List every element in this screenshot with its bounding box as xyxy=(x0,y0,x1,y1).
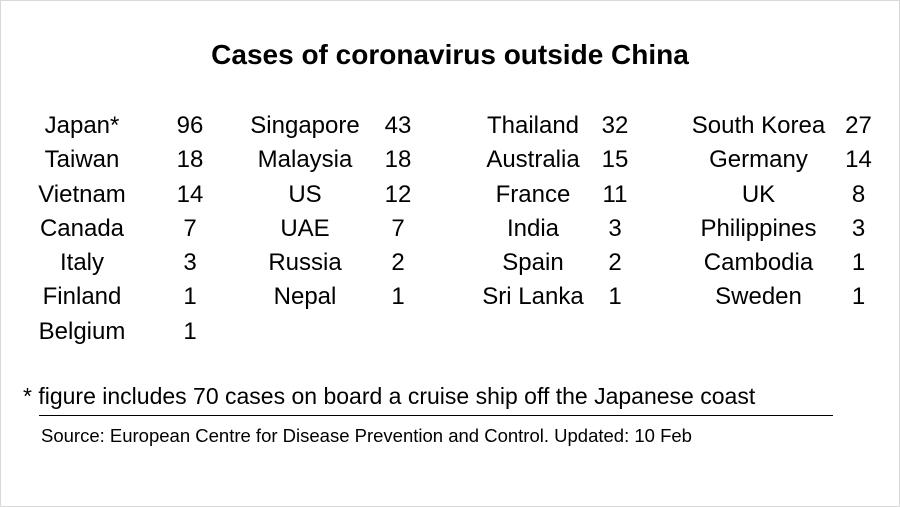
country-name: Philippines xyxy=(700,214,817,242)
country-name: South Korea xyxy=(691,112,826,139)
country-name: Malaysia xyxy=(257,146,353,174)
country-name: France xyxy=(495,180,571,208)
country-name: UK xyxy=(741,180,776,208)
case-count: 96 xyxy=(176,112,204,139)
case-count: 1 xyxy=(183,283,197,311)
country-name: Singapore xyxy=(250,112,360,139)
case-count: 3 xyxy=(851,214,866,242)
country-name: Canada xyxy=(39,214,125,242)
divider-line xyxy=(39,415,833,416)
chart-title: Cases of coronavirus outside China xyxy=(211,39,689,70)
case-count: 18 xyxy=(384,146,412,174)
case-count: 27 xyxy=(845,112,872,139)
country-name: Nepal xyxy=(273,283,337,311)
country-name: Sri Lanka xyxy=(482,283,584,311)
case-count: 43 xyxy=(384,112,412,139)
country-name: Taiwan xyxy=(44,146,120,174)
country-name: Russia xyxy=(268,249,342,277)
country-name: Cambodia xyxy=(703,249,814,277)
country-name: UAE xyxy=(280,214,330,242)
country-name: US xyxy=(288,180,322,208)
source-note: Source: European Centre for Disease Prev… xyxy=(41,425,692,446)
country-name: India xyxy=(506,214,560,242)
country-name: Japan* xyxy=(44,112,120,139)
case-count: 11 xyxy=(602,180,628,208)
country-name: Spain xyxy=(502,249,564,277)
case-count: 1 xyxy=(608,283,622,311)
case-count: 1 xyxy=(851,249,866,277)
country-name: Australia xyxy=(486,146,580,174)
country-name: Sweden xyxy=(715,283,802,311)
country-name: Italy xyxy=(59,249,104,277)
case-count: 1 xyxy=(183,317,197,345)
case-count: 8 xyxy=(851,180,866,208)
country-name: Vietnam xyxy=(38,180,126,208)
country-name: Thailand xyxy=(486,112,580,139)
case-count: 2 xyxy=(391,249,405,277)
case-count: 14 xyxy=(845,146,872,174)
case-count: 15 xyxy=(601,146,629,174)
case-count: 3 xyxy=(183,249,197,277)
case-count: 12 xyxy=(384,180,412,208)
case-count: 14 xyxy=(176,180,204,208)
case-count: 7 xyxy=(183,214,197,242)
case-count: 2 xyxy=(608,249,622,277)
case-count: 1 xyxy=(391,283,405,311)
country-name: Belgium xyxy=(38,317,126,345)
case-count: 32 xyxy=(601,112,629,139)
case-count: 7 xyxy=(391,214,405,242)
country-name: Finland xyxy=(42,283,122,311)
country-name: Germany xyxy=(709,146,808,174)
footnote: * figure includes 70 cases on board a cr… xyxy=(23,383,756,409)
case-count: 18 xyxy=(176,146,204,174)
case-count: 1 xyxy=(851,283,866,311)
case-count: 3 xyxy=(608,214,622,242)
